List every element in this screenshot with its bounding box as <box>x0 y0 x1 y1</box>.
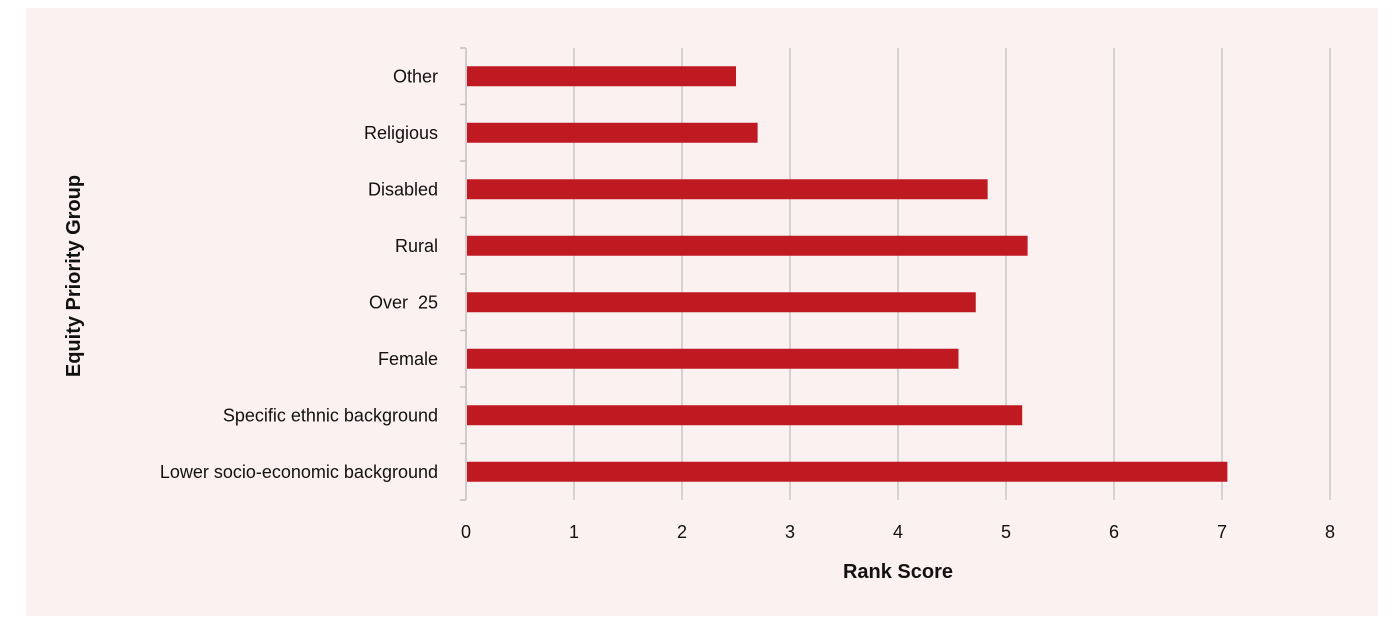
gridlines <box>573 48 1331 500</box>
x-tick-label-1: 1 <box>569 522 579 542</box>
x-tick-label-0: 0 <box>461 522 471 542</box>
x-tick-label-5: 5 <box>1001 522 1011 542</box>
bar-rural <box>467 235 1028 256</box>
category-label-lower-socio-economic-background: Lower socio-economic background <box>160 462 438 482</box>
bar-lower-socio-economic-background <box>467 461 1228 482</box>
category-label-rural: Rural <box>395 236 438 256</box>
x-tick-label-8: 8 <box>1325 522 1335 542</box>
bars <box>467 66 1228 482</box>
x-tick-label-3: 3 <box>785 522 795 542</box>
x-tick-label-4: 4 <box>893 522 903 542</box>
bar-religious <box>467 122 758 143</box>
bar-other <box>467 66 736 87</box>
bar-chart: 0 1 2 3 4 5 6 7 8 Other Religious Disabled Rural Over… <box>63 47 1335 583</box>
x-tick-label-7: 7 <box>1217 522 1227 542</box>
bar-specific-ethnic-background <box>467 405 1023 426</box>
bar-disabled <box>467 179 988 200</box>
bar-over-25 <box>467 292 976 313</box>
x-axis-title: Rank Score <box>843 561 953 583</box>
category-label-specific-ethnic-background: Specific ethnic background <box>223 405 438 425</box>
category-label-over-25: Over 25 <box>369 292 438 312</box>
chart-panel: 0 1 2 3 4 5 6 7 8 Other Religious Disabled Rural Over… <box>26 8 1378 616</box>
x-tick-label-2: 2 <box>677 522 687 542</box>
x-tick-label-6: 6 <box>1109 522 1119 542</box>
labels: 0 1 2 3 4 5 6 7 8 Other Religious Disabled Rural Over… <box>160 66 1335 542</box>
axes <box>460 47 467 501</box>
category-label-religious: Religious <box>364 123 438 143</box>
bar-female <box>467 348 959 369</box>
category-label-female: Female <box>378 349 438 369</box>
category-label-other: Other <box>393 66 438 86</box>
category-label-disabled: Disabled <box>368 179 438 199</box>
y-axis-title: Equity Priority Group <box>63 175 85 377</box>
